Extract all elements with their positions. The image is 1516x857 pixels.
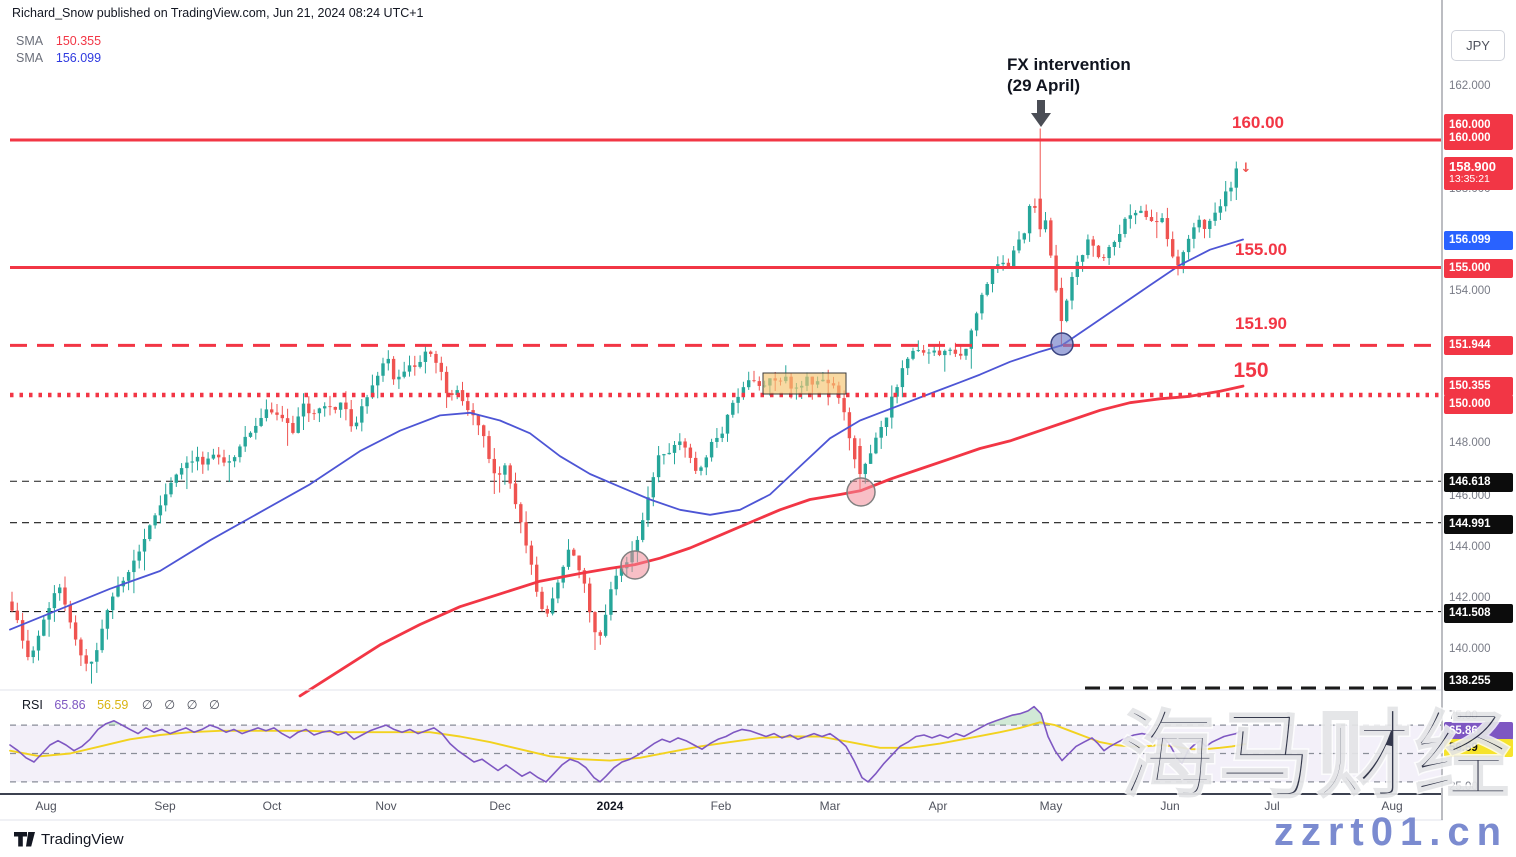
axis-price-label: 75.00 xyxy=(1449,710,1478,722)
axis-badge-text: 146.618 xyxy=(1449,475,1491,488)
month-label: Sep xyxy=(154,799,176,813)
month-label: Jul xyxy=(1264,799,1280,813)
rsi-value: 65.86 xyxy=(54,698,86,712)
month-label: Jun xyxy=(1160,799,1180,813)
month-label: Nov xyxy=(375,799,397,813)
month-label: Feb xyxy=(710,799,732,813)
axis-badge-text: 144.991 xyxy=(1449,517,1491,530)
sma1-label: SMA xyxy=(16,34,43,48)
axis-price-label: 162.000 xyxy=(1449,80,1491,92)
price-level-label: 160.00 xyxy=(1232,112,1284,132)
fx-intervention-annotation: FX intervention (29 April) xyxy=(1007,54,1131,96)
rsi-legend: RSI 65.86 56.59 ∅ ∅ ∅ ∅ xyxy=(22,697,224,712)
fx-annotation-line1: FX intervention xyxy=(1007,55,1131,74)
axis-badge-text: 155.000 xyxy=(1449,261,1491,274)
price-level-label: 151.90 xyxy=(1235,313,1287,333)
axis-badge-text: 150.355 xyxy=(1449,379,1491,392)
axis-badge-text: 56.59 xyxy=(1449,741,1478,754)
axis-badge-text: 141.508 xyxy=(1449,606,1491,619)
watermark-chinese: 海马财经 xyxy=(1119,702,1512,812)
axis-price-label: 146.000 xyxy=(1449,490,1491,502)
rsi-ma-value: 56.59 xyxy=(97,698,129,712)
month-label: Mar xyxy=(819,799,841,813)
month-label: 2024 xyxy=(596,799,624,813)
axis-badge: 158.900 13:35:21 xyxy=(1444,156,1513,190)
axis-badge-text: 138.255 xyxy=(1449,674,1491,687)
month-label: Oct xyxy=(262,799,282,813)
axis-price-label: 142.000 xyxy=(1449,592,1491,604)
axis-badge: 144.991 xyxy=(1444,514,1513,534)
axis-badge: 65.86 xyxy=(1444,722,1513,740)
axis-badge: 150.000 xyxy=(1444,394,1513,414)
axis-badge: 138.255 xyxy=(1444,671,1513,691)
axis-badge: 160.000 160.000 xyxy=(1444,114,1513,150)
axis-badge-text: 156.099 xyxy=(1449,233,1491,246)
sma1-value: 150.355 xyxy=(55,34,102,48)
axis-badge: 151.944 xyxy=(1444,335,1513,355)
month-label: Apr xyxy=(928,799,948,813)
axis-price-label: 148.000 xyxy=(1449,437,1491,449)
axis-badge-text: 158.900 xyxy=(1449,159,1496,174)
month-label: Aug xyxy=(1381,799,1403,813)
axis-badge: 56.59 xyxy=(1444,739,1513,757)
axis-badge: 146.618 xyxy=(1444,472,1513,492)
watermark-url: zzrt01.cn xyxy=(1273,810,1508,854)
sma-legend-row-2: SMA 156.099 xyxy=(16,51,101,65)
axis-badge-text: 160.000 xyxy=(1449,119,1491,131)
axis-badge-text: 151.944 xyxy=(1449,338,1491,351)
axis-price-label: 25.00 xyxy=(1449,781,1478,793)
month-label: Aug xyxy=(35,799,57,813)
month-label: Dec xyxy=(489,799,511,813)
axis-price-label: 154.000 xyxy=(1449,285,1491,297)
axis-badge: 156.099 xyxy=(1444,230,1513,250)
axis-badge-text: 160.000 xyxy=(1449,132,1491,144)
axis-price-label: 140.000 xyxy=(1449,643,1491,655)
axis-badge-text: 150.000 xyxy=(1449,397,1491,410)
price-level-label: 155.00 xyxy=(1235,239,1287,259)
axis-badge-text: 13:35:21 xyxy=(1449,173,1490,185)
axis-badge-text: 65.86 xyxy=(1449,724,1478,737)
fx-annotation-line2: (29 April) xyxy=(1007,76,1081,95)
tradingview-mark-icon xyxy=(14,832,35,847)
currency-button[interactable]: JPY xyxy=(1451,30,1505,61)
axis-badge: 150.355 xyxy=(1444,376,1513,396)
axis-badge: 155.000 xyxy=(1444,258,1513,278)
sma-legend-row-1: SMA 150.355 xyxy=(16,34,101,48)
last-candle-down-arrow-icon: ↓ xyxy=(1241,161,1252,176)
sma2-label: SMA xyxy=(16,51,43,65)
sma2-value: 156.099 xyxy=(55,51,102,65)
rsi-title: RSI xyxy=(22,698,43,712)
month-label: May xyxy=(1039,799,1063,813)
axis-price-label: 144.000 xyxy=(1449,541,1491,553)
rsi-empty-set-icons: ∅ ∅ ∅ ∅ xyxy=(141,698,224,712)
byline: Richard_Snow published on TradingView.co… xyxy=(12,6,424,20)
axis-badge: 141.508 xyxy=(1444,603,1513,623)
price-level-label: 150 xyxy=(1233,358,1269,382)
tradingview-logo[interactable]: TradingView xyxy=(14,831,124,848)
tradingview-brand-text: TradingView xyxy=(41,831,124,848)
time-axis[interactable]: Aug Sep Oct Nov Dec 2024 Feb Mar Apr May Jun Jul Aug xyxy=(0,795,1441,820)
price-axis[interactable]: 162.000158.000154.000148.000146.000144.0… xyxy=(1443,0,1516,857)
